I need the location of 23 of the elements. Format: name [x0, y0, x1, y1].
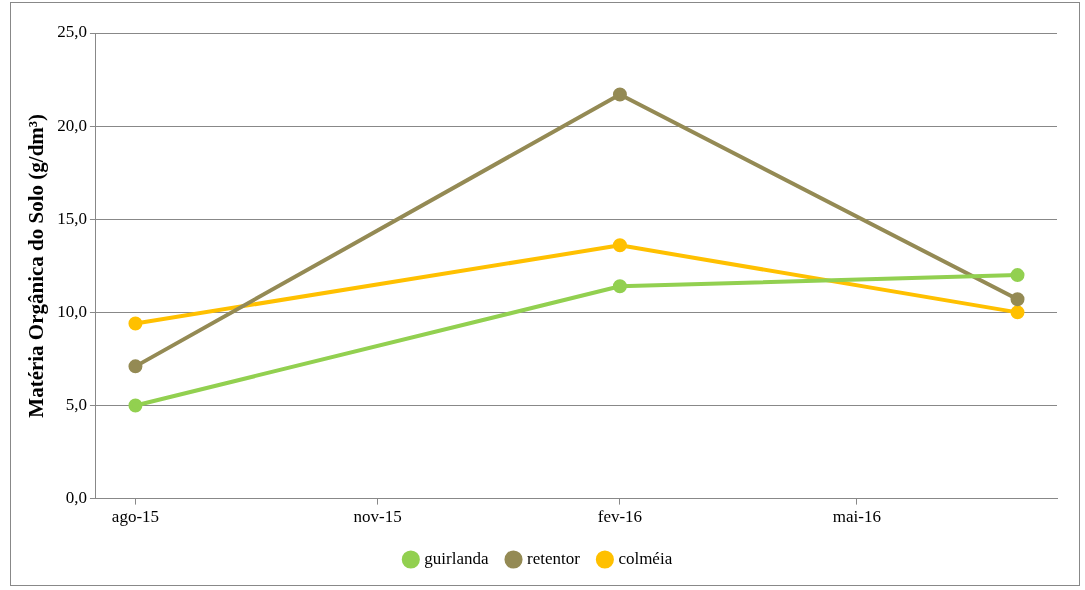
x-tick-label: mai-16 — [832, 507, 881, 527]
y-axis-title: Matéria Orgânica do Solo (g/dm³) — [24, 113, 49, 418]
y-tick-label: 5,0 — [65, 394, 87, 414]
point — [1010, 268, 1025, 283]
point — [128, 359, 143, 374]
y-tick-label: 15,0 — [57, 208, 87, 228]
point — [128, 316, 143, 331]
y-tick-label: 10,0 — [57, 301, 87, 321]
x-tick-label: fev-16 — [597, 507, 643, 527]
y-tick-label: 20,0 — [57, 115, 87, 135]
point — [612, 238, 627, 253]
point — [128, 398, 143, 413]
legend-label: guirlanda — [424, 548, 489, 568]
x-tick-label: nov-15 — [353, 507, 402, 527]
legend-label: colméia — [618, 548, 673, 568]
point — [1010, 305, 1025, 320]
legend-label: retentor — [527, 548, 581, 568]
y-tick-label: 25,0 — [57, 22, 87, 42]
point — [612, 87, 627, 102]
x-tick-label: ago-15 — [111, 507, 160, 527]
point — [1010, 292, 1025, 307]
y-tick-label: 0,0 — [65, 488, 87, 508]
point — [612, 279, 627, 294]
